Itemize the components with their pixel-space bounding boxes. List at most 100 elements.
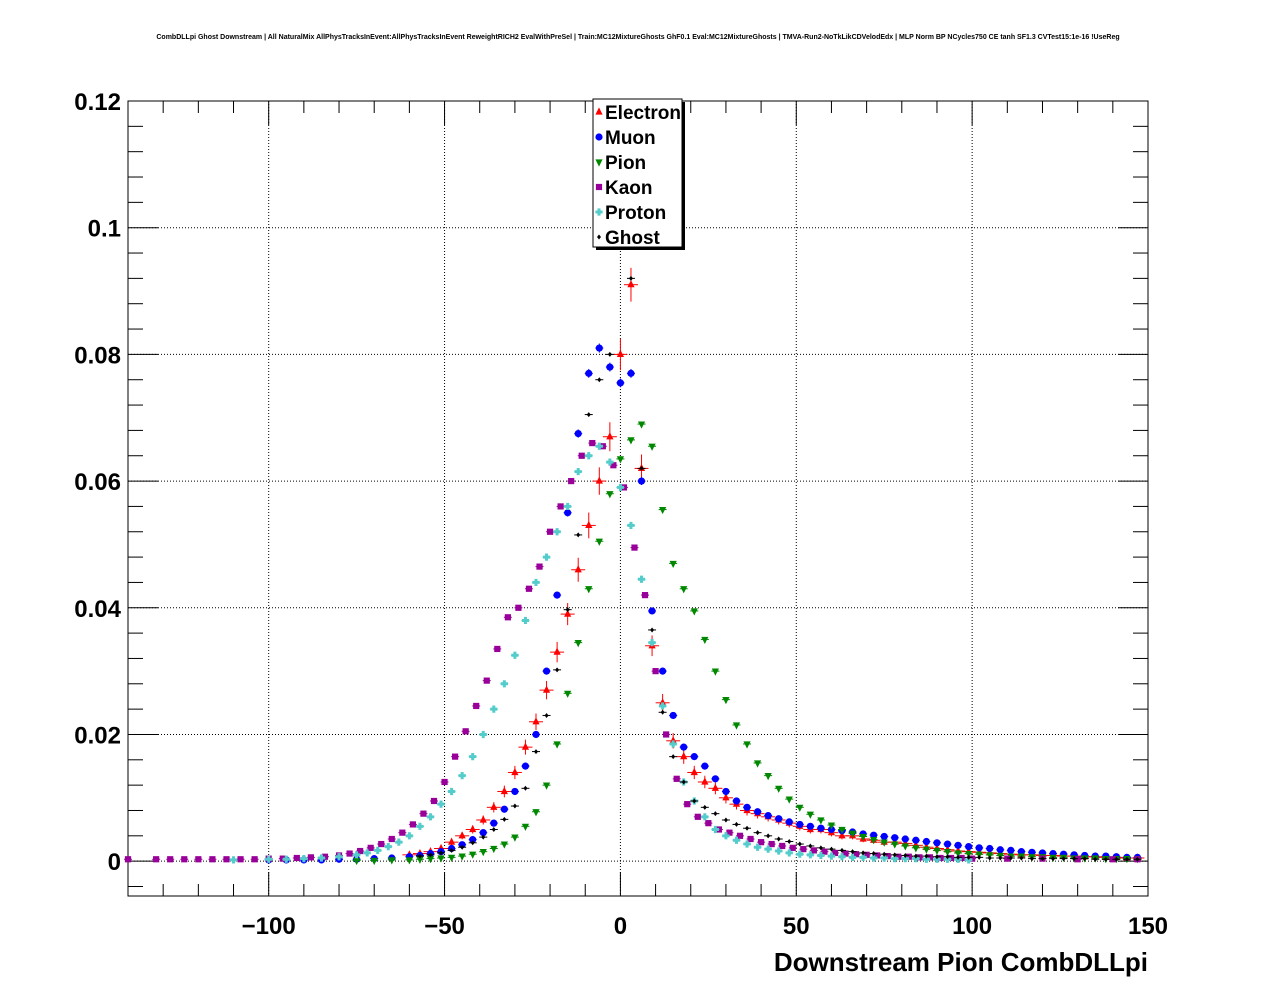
data-point [521, 742, 530, 750]
data-point [895, 853, 902, 860]
data-point [880, 854, 888, 862]
data-point [701, 636, 709, 645]
data-point [504, 614, 511, 621]
data-point [479, 815, 487, 823]
data-point [870, 854, 878, 862]
data-point [785, 796, 793, 804]
data-point [912, 836, 920, 844]
data-point [1114, 856, 1119, 862]
data-point [829, 846, 834, 852]
data-point [616, 379, 625, 387]
data-point [891, 834, 899, 842]
data-point [779, 842, 786, 850]
data-point [806, 822, 814, 830]
data-point [631, 544, 638, 551]
data-point [701, 777, 709, 785]
data-point [469, 851, 477, 859]
data-point [912, 845, 920, 853]
data-point [956, 854, 961, 860]
data-point [553, 741, 561, 749]
data-point [586, 412, 591, 418]
data-point [734, 821, 739, 827]
data-point [652, 668, 659, 675]
data-point [595, 344, 603, 352]
data-point [943, 840, 952, 848]
data-point [568, 477, 575, 485]
data-point [544, 712, 549, 718]
data-point [637, 477, 646, 485]
y-tick-label: 0.08 [74, 342, 121, 369]
data-point [818, 845, 823, 851]
data-point [417, 853, 422, 859]
series-proton [229, 442, 973, 864]
data-point [595, 538, 603, 546]
data-point [469, 753, 477, 761]
data-point [755, 830, 760, 836]
data-point [469, 824, 477, 833]
data-point [711, 825, 719, 834]
data-point [578, 452, 585, 459]
data-point [428, 852, 433, 858]
data-point [711, 775, 719, 783]
data-point [300, 855, 308, 863]
data-point [1004, 855, 1011, 862]
data-point [500, 841, 508, 849]
data-point [1040, 856, 1045, 862]
x-axis-label: Downstream Pion CombDLLpi [774, 947, 1148, 977]
x-tick-label: 100 [952, 913, 992, 940]
data-point [827, 852, 836, 860]
data-point [692, 798, 697, 804]
data-point [776, 836, 781, 842]
data-point [469, 836, 477, 844]
x-tick-label: 150 [1128, 913, 1168, 940]
data-point [437, 855, 445, 863]
data-point [555, 667, 560, 673]
data-point [494, 645, 501, 653]
x-tick-label: −100 [242, 913, 296, 940]
data-point [884, 852, 891, 860]
data-point [764, 811, 772, 820]
data-point [534, 749, 538, 755]
data-point [542, 685, 551, 693]
data-point [374, 846, 382, 854]
data-point [585, 520, 593, 529]
data-point [237, 856, 244, 863]
data-point [787, 839, 792, 845]
data-point [557, 503, 564, 510]
data-point [986, 844, 994, 853]
data-point [430, 797, 438, 805]
series-kaon [124, 439, 1142, 863]
data-point [1135, 856, 1140, 862]
data-point [859, 853, 867, 861]
data-point [229, 856, 238, 864]
series-muon [264, 343, 1142, 864]
data-point [490, 705, 498, 713]
data-point [669, 740, 677, 748]
data-point [357, 847, 364, 855]
data-point [606, 491, 614, 499]
data-point [659, 667, 667, 675]
data-point [437, 800, 445, 808]
data-point [447, 837, 456, 845]
data-point [195, 856, 202, 863]
data-point [933, 839, 941, 847]
data-point [500, 805, 508, 813]
data-point [745, 825, 750, 831]
data-point [796, 804, 804, 812]
data-point [637, 421, 646, 429]
data-point [564, 509, 572, 517]
data-point [736, 832, 744, 839]
data-point [859, 833, 867, 842]
data-point [574, 429, 582, 438]
data-point [335, 853, 343, 861]
data-point [447, 854, 456, 862]
data-point [924, 853, 929, 859]
data-point [363, 849, 371, 857]
data-point [965, 856, 973, 864]
data-point [405, 832, 413, 840]
data-point [251, 856, 258, 863]
data-point [1103, 856, 1108, 862]
data-point [616, 456, 625, 464]
data-point [775, 815, 783, 823]
data-point [977, 854, 982, 860]
